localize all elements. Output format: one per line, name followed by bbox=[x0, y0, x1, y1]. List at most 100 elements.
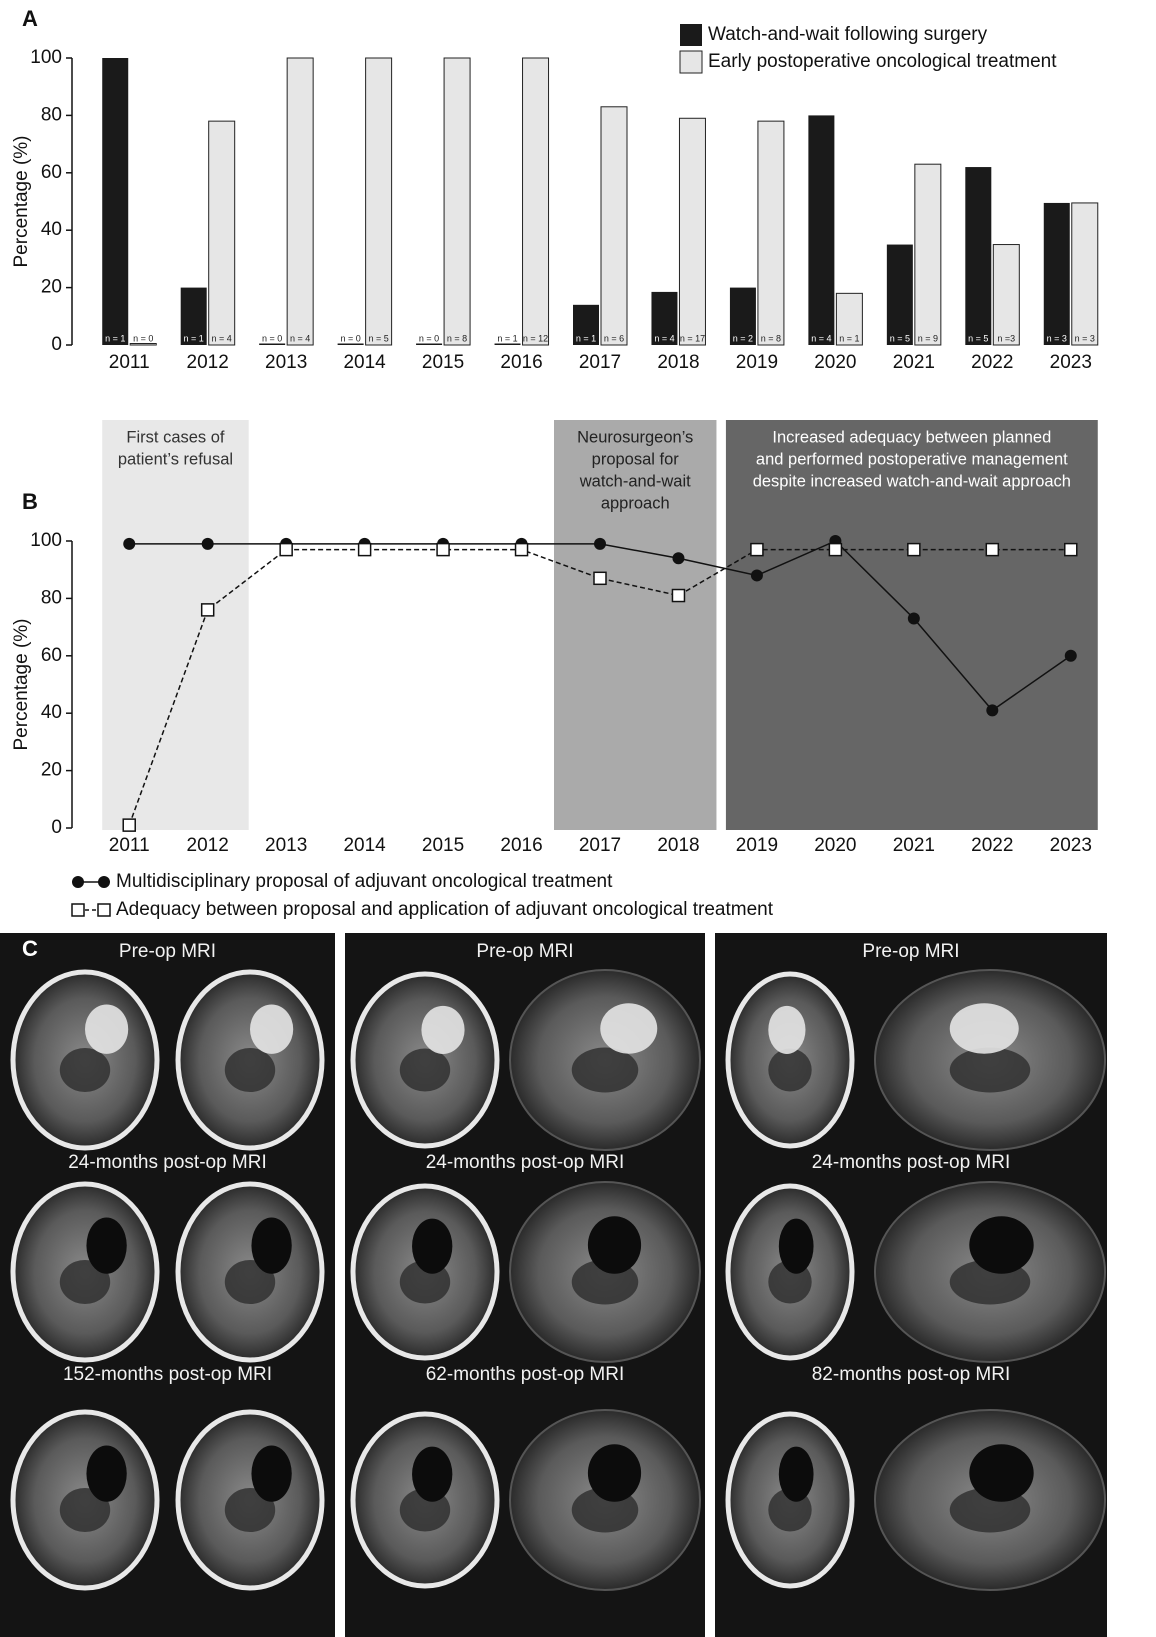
n-label: n = 12 bbox=[523, 333, 548, 343]
point bbox=[908, 612, 920, 624]
legend-swatch bbox=[680, 51, 702, 73]
point bbox=[986, 704, 998, 716]
n-label: n = 0 bbox=[262, 333, 282, 343]
bar bbox=[416, 344, 442, 346]
mri-cavity bbox=[969, 1216, 1033, 1274]
n-label: n = 1 bbox=[839, 333, 859, 343]
bar bbox=[1072, 203, 1098, 345]
n-label: n = 8 bbox=[761, 333, 781, 343]
x-tick-label: 2018 bbox=[657, 352, 699, 373]
mri-lesion bbox=[768, 1006, 805, 1054]
n-label: n = 5 bbox=[890, 333, 910, 343]
bar bbox=[287, 58, 313, 345]
point bbox=[516, 544, 528, 556]
x-tick-label: 2013 bbox=[265, 835, 307, 856]
point bbox=[672, 552, 684, 564]
bar bbox=[209, 121, 235, 345]
bar bbox=[102, 58, 128, 345]
mri-structure bbox=[572, 1048, 639, 1093]
bar bbox=[758, 121, 784, 345]
mri-title: Pre-op MRI bbox=[476, 941, 573, 962]
x-tick-label: 2021 bbox=[893, 835, 935, 856]
n-label: n = 0 bbox=[133, 333, 153, 343]
y-tick-label: 20 bbox=[41, 277, 62, 298]
y-axis-label: Percentage (%) bbox=[11, 135, 32, 267]
bar bbox=[259, 344, 285, 346]
panel-label: B bbox=[22, 489, 38, 514]
bar bbox=[965, 167, 991, 345]
point bbox=[1065, 650, 1077, 662]
legend-label: Multidisciplinary proposal of adjuvant o… bbox=[116, 871, 613, 892]
mri-title: 24-months post-op MRI bbox=[812, 1152, 1011, 1173]
n-label: n = 8 bbox=[447, 333, 467, 343]
n-label: n = 2 bbox=[733, 333, 753, 343]
mri-title: 62-months post-op MRI bbox=[426, 1364, 625, 1385]
annotation-text: watch-and-wait bbox=[579, 472, 691, 490]
x-tick-label: 2022 bbox=[971, 352, 1013, 373]
n-label: n = 17 bbox=[680, 333, 705, 343]
n-label: n = 4 bbox=[212, 333, 232, 343]
n-label: n = 0 bbox=[340, 333, 360, 343]
legend-label: Adequacy between proposal and applicatio… bbox=[116, 899, 774, 920]
x-tick-label: 2023 bbox=[1050, 835, 1092, 856]
x-tick-label: 2021 bbox=[893, 352, 935, 373]
x-tick-label: 2011 bbox=[109, 352, 150, 373]
point bbox=[437, 544, 449, 556]
mri-cavity bbox=[588, 1444, 641, 1502]
n-label: n = 4 bbox=[290, 333, 310, 343]
bar bbox=[1044, 203, 1070, 345]
annotation-text: despite increased watch-and-wait approac… bbox=[753, 472, 1071, 490]
mri-lesion bbox=[600, 1003, 657, 1053]
point bbox=[829, 544, 841, 556]
point bbox=[672, 590, 684, 602]
mri-cavity bbox=[779, 1219, 814, 1274]
point bbox=[202, 604, 214, 616]
x-tick-label: 2013 bbox=[265, 352, 307, 373]
panel-label: C bbox=[22, 936, 38, 961]
annotation-text: Increased adequacy between planned bbox=[772, 428, 1051, 446]
n-label: n = 5 bbox=[368, 333, 388, 343]
x-tick-label: 2015 bbox=[422, 835, 464, 856]
mri-cavity bbox=[251, 1217, 291, 1273]
bar bbox=[366, 58, 392, 345]
mri-title: 82-months post-op MRI bbox=[812, 1364, 1011, 1385]
point bbox=[986, 544, 998, 556]
point bbox=[594, 572, 606, 584]
legend-label: Early postoperative oncological treatmen… bbox=[708, 51, 1057, 72]
x-tick-label: 2011 bbox=[109, 835, 150, 856]
n-label: n = 9 bbox=[918, 333, 938, 343]
bar bbox=[523, 58, 549, 345]
mri-title: Pre-op MRI bbox=[862, 941, 959, 962]
x-tick-label: 2017 bbox=[579, 835, 621, 856]
point bbox=[123, 819, 135, 831]
x-tick-label: 2016 bbox=[500, 352, 542, 373]
legend-label: Watch-and-wait following surgery bbox=[708, 24, 988, 45]
mri-title: 24-months post-op MRI bbox=[426, 1152, 625, 1173]
n-label: n = 1 bbox=[105, 333, 125, 343]
bar bbox=[887, 245, 913, 345]
bar bbox=[601, 107, 627, 345]
x-tick-label: 2015 bbox=[422, 352, 464, 373]
n-label: n = 1 bbox=[497, 333, 517, 343]
annotation-text: and performed postoperative management bbox=[756, 450, 1068, 468]
annotation-text: proposal for bbox=[592, 450, 680, 468]
legend-marker bbox=[98, 904, 110, 916]
point bbox=[594, 538, 606, 550]
x-tick-label: 2022 bbox=[971, 835, 1013, 856]
mri-cavity bbox=[779, 1447, 814, 1502]
legend-marker bbox=[72, 904, 84, 916]
n-label: n = 5 bbox=[968, 333, 988, 343]
y-tick-label: 80 bbox=[41, 587, 62, 608]
legend-marker bbox=[72, 876, 84, 888]
y-tick-label: 0 bbox=[51, 334, 62, 355]
bar bbox=[679, 118, 705, 345]
bar bbox=[915, 164, 941, 345]
bar bbox=[495, 344, 521, 346]
x-tick-label: 2023 bbox=[1050, 352, 1092, 373]
n-label: n = 3 bbox=[1047, 333, 1067, 343]
point bbox=[202, 538, 214, 550]
x-tick-label: 2012 bbox=[187, 352, 229, 373]
point bbox=[359, 544, 371, 556]
bar bbox=[444, 58, 470, 345]
y-tick-label: 80 bbox=[41, 104, 62, 125]
